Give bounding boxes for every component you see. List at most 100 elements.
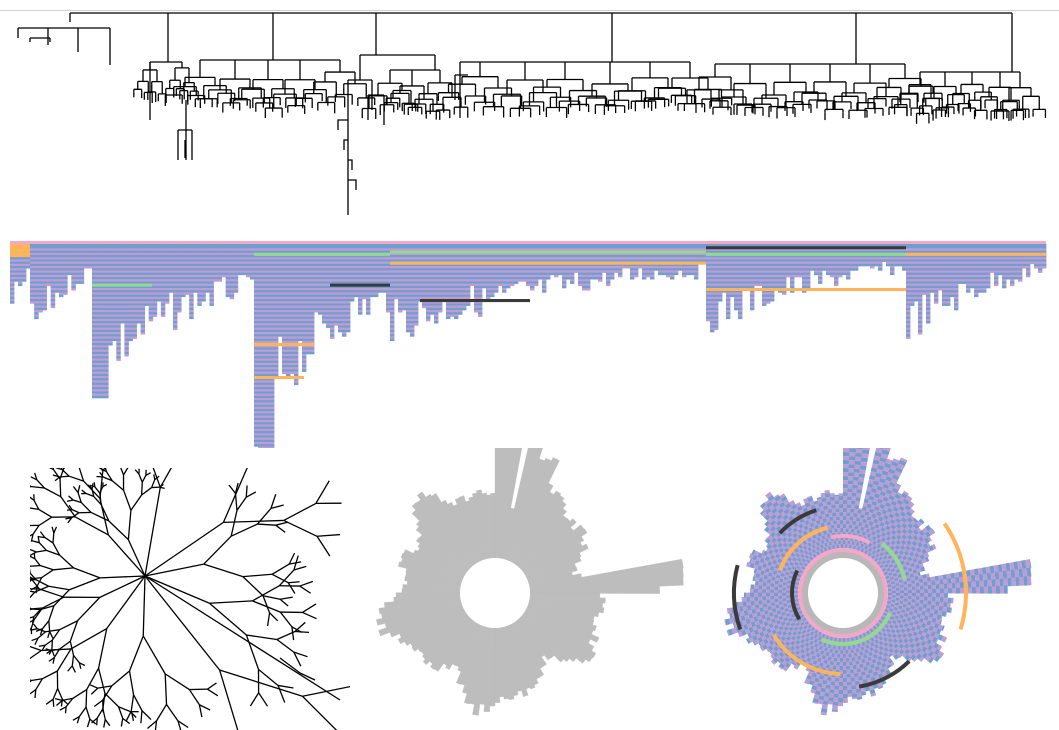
icicle-cell bbox=[270, 422, 275, 425]
icicle-cell bbox=[398, 307, 403, 311]
icicle-cell bbox=[294, 248, 299, 251]
icicle-cell bbox=[418, 257, 423, 260]
icicle-cell bbox=[254, 329, 259, 333]
icicle-cell bbox=[382, 285, 387, 289]
icicle-cell bbox=[173, 303, 178, 306]
icicle-cell bbox=[124, 327, 129, 331]
icicle-cell bbox=[100, 312, 105, 315]
icicle-cell bbox=[314, 259, 319, 262]
icicle-cell bbox=[474, 272, 479, 276]
icicle-cell bbox=[249, 257, 255, 260]
icicle-cell bbox=[270, 387, 275, 390]
icicle-cell bbox=[426, 279, 431, 282]
icicle-cell bbox=[185, 277, 190, 280]
icicle-cell bbox=[120, 263, 125, 267]
icicle-cell bbox=[286, 255, 291, 258]
icicle-cell bbox=[330, 310, 335, 313]
icicle-cell bbox=[398, 252, 403, 256]
icicle-cell bbox=[342, 323, 347, 326]
icicle-cell bbox=[358, 312, 363, 315]
icicle-cell bbox=[124, 255, 129, 258]
icicle-cell bbox=[213, 257, 218, 260]
icicle-cell bbox=[370, 294, 375, 298]
dendrogram-link bbox=[925, 89, 943, 100]
icicle-cell bbox=[258, 365, 263, 368]
icicle-cell bbox=[96, 334, 101, 337]
icicle-cell bbox=[128, 318, 133, 322]
icicle-cell bbox=[442, 296, 447, 300]
icicle-cell bbox=[266, 365, 271, 368]
icicle-cell bbox=[482, 257, 487, 260]
icicle-cell bbox=[50, 283, 56, 287]
icicle-cell bbox=[63, 292, 68, 295]
icicle-cell bbox=[262, 266, 267, 269]
dendrogram-link bbox=[985, 95, 998, 101]
icicle-cell bbox=[450, 281, 455, 284]
icicle-cell bbox=[221, 255, 227, 258]
icicle-cell bbox=[458, 244, 463, 247]
icicle-cell bbox=[164, 259, 170, 262]
icicle-cell bbox=[262, 305, 267, 309]
icicle-cell bbox=[326, 296, 331, 300]
icicle-cell bbox=[120, 305, 125, 309]
icicle-cell bbox=[124, 349, 129, 353]
icicle-cell bbox=[414, 292, 419, 295]
icicle-cell bbox=[414, 257, 419, 260]
icicle-cell bbox=[258, 340, 263, 344]
icicle-cell bbox=[394, 274, 399, 278]
icicle-cell bbox=[92, 373, 97, 377]
icicle-cell bbox=[30, 270, 35, 273]
icicle-cell bbox=[249, 246, 255, 249]
icicle-cell bbox=[290, 296, 295, 300]
icicle-cell bbox=[140, 301, 146, 304]
icicle-cell bbox=[38, 272, 43, 276]
icicle-cell bbox=[334, 257, 339, 260]
dendrogram-link bbox=[924, 89, 942, 94]
icicle-cell bbox=[120, 252, 125, 256]
icicle-cell bbox=[87, 248, 93, 251]
icicle-cell bbox=[193, 277, 198, 280]
icicle-cell bbox=[229, 263, 235, 267]
icicle-cell bbox=[474, 301, 479, 304]
icicle-cell bbox=[160, 301, 166, 304]
icicle-cell bbox=[474, 305, 479, 309]
icicle-cell bbox=[282, 323, 287, 326]
icicle-cell bbox=[116, 268, 121, 271]
icicle-cell bbox=[104, 365, 109, 368]
icicle-cell bbox=[302, 281, 307, 284]
icicle-cell bbox=[262, 277, 267, 280]
icicle-cell bbox=[193, 274, 198, 278]
icicle-cell bbox=[270, 266, 275, 269]
icicle-cell bbox=[14, 257, 19, 260]
icicle-cell bbox=[34, 255, 39, 258]
icicle-cell bbox=[18, 268, 23, 271]
icicle-cell bbox=[254, 244, 259, 247]
icicle-cell bbox=[63, 268, 68, 271]
icicle-cell bbox=[254, 327, 259, 331]
icicle-cell bbox=[63, 244, 68, 247]
icicle-cell bbox=[482, 279, 487, 282]
icicle-cell bbox=[266, 349, 271, 353]
icicle-cell bbox=[446, 281, 451, 284]
icicle-cell bbox=[30, 279, 35, 282]
icicle-cell bbox=[378, 259, 383, 262]
icicle-cell bbox=[342, 296, 347, 300]
icicle-cell bbox=[266, 389, 271, 392]
icicle-cell bbox=[454, 248, 459, 251]
icicle-cell bbox=[350, 270, 355, 273]
icicle-cell bbox=[298, 321, 303, 324]
icicle-cell bbox=[124, 318, 129, 322]
icicle-cell bbox=[286, 347, 291, 350]
icicle-cell bbox=[120, 301, 125, 304]
icicle-cell bbox=[96, 362, 101, 366]
icicle-cell bbox=[22, 272, 27, 276]
icicle-cell bbox=[209, 303, 214, 306]
icicle-cell bbox=[422, 274, 427, 278]
icicle-cell bbox=[398, 301, 403, 304]
dendrogram-link bbox=[909, 80, 931, 86]
icicle-cell bbox=[229, 268, 235, 271]
icicle-cell bbox=[282, 327, 287, 331]
icicle-cell bbox=[370, 257, 375, 260]
icicle-cell bbox=[177, 263, 182, 267]
